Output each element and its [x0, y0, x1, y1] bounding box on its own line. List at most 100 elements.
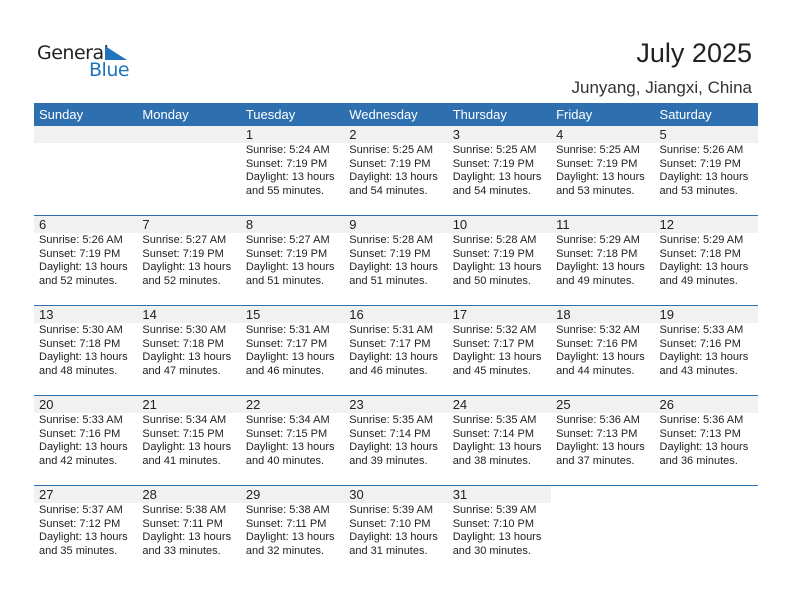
daylight-minutes: and 36 minutes.: [659, 454, 738, 467]
day-info: Sunrise: 5:24 AM Sunset: 7:19 PM Dayligh…: [241, 144, 344, 198]
day-cell: 28 Sunrise: 5:38 AM Sunset: 7:11 PM Dayl…: [137, 486, 241, 575]
day-cell: 26 Sunrise: 5:36 AM Sunset: 7:13 PM Dayl…: [654, 396, 758, 485]
sunset: Sunset: 7:17 PM: [349, 337, 431, 350]
sunrise: Sunrise: 5:31 AM: [245, 324, 330, 336]
sunrise: Sunrise: 5:39 AM: [349, 504, 434, 516]
weekday-friday: Friday: [556, 107, 593, 122]
day-cell: 2 Sunrise: 5:25 AM Sunset: 7:19 PM Dayli…: [344, 126, 448, 215]
day-number: 12: [654, 216, 758, 233]
logo-triangle-icon: [105, 46, 127, 60]
daylight-minutes: and 35 minutes.: [39, 544, 118, 557]
sunset: Sunset: 7:17 PM: [245, 337, 328, 350]
day-number: 14: [137, 306, 241, 323]
sunset: Sunset: 7:18 PM: [556, 247, 638, 260]
day-number: 8: [240, 216, 345, 233]
sunset: Sunset: 7:19 PM: [349, 247, 431, 260]
day-number: 6: [34, 216, 138, 233]
day-number: 30: [344, 486, 448, 503]
daylight: Daylight: 13 hours: [349, 441, 438, 454]
day-info: Sunrise: 5:29 AM Sunset: 7:18 PM Dayligh…: [551, 234, 654, 288]
daylight-minutes: and 43 minutes.: [659, 364, 738, 377]
daylight: Daylight: 13 hours: [452, 171, 542, 184]
day-number: 15: [240, 306, 345, 323]
day-info: Sunrise: 5:25 AM Sunset: 7:19 PM Dayligh…: [448, 144, 551, 198]
daylight-minutes: and 46 minutes.: [349, 364, 428, 377]
day-number: 20: [34, 396, 138, 413]
sunrise: Sunrise: 5:26 AM: [39, 234, 123, 246]
empty-cell: [655, 486, 758, 575]
empty-date-band: [137, 126, 241, 143]
day-cell: 30 Sunrise: 5:39 AM Sunset: 7:10 PM Dayl…: [344, 486, 448, 575]
sunrise: Sunrise: 5:25 AM: [556, 144, 640, 156]
week-row: 27 Sunrise: 5:37 AM Sunset: 7:12 PM Dayl…: [34, 485, 758, 575]
day-info: Sunrise: 5:35 AM Sunset: 7:14 PM Dayligh…: [448, 414, 551, 468]
daylight-minutes: and 41 minutes.: [142, 454, 221, 467]
day-cell: 24 Sunrise: 5:35 AM Sunset: 7:14 PM Dayl…: [447, 396, 552, 485]
day-info: Sunrise: 5:26 AM Sunset: 7:19 PM Dayligh…: [34, 234, 137, 288]
daylight-minutes: and 40 minutes.: [245, 454, 325, 467]
day-cell: 27 Sunrise: 5:37 AM Sunset: 7:12 PM Dayl…: [34, 486, 138, 575]
day-info: Sunrise: 5:25 AM Sunset: 7:19 PM Dayligh…: [344, 144, 447, 198]
daylight-minutes: and 49 minutes.: [659, 274, 738, 287]
day-number: 13: [34, 306, 138, 323]
daylight-minutes: and 45 minutes.: [452, 364, 531, 377]
daylight-minutes: and 54 minutes.: [452, 184, 531, 197]
daylight-minutes: and 39 minutes.: [349, 454, 428, 467]
sunrise: Sunrise: 5:39 AM: [452, 504, 537, 516]
sunset: Sunset: 7:14 PM: [452, 427, 535, 440]
day-number: 23: [344, 396, 448, 413]
sunset: Sunset: 7:17 PM: [452, 337, 535, 350]
day-number: 29: [240, 486, 345, 503]
day-info: Sunrise: 5:32 AM Sunset: 7:17 PM Dayligh…: [448, 324, 551, 378]
day-info: Sunrise: 5:39 AM Sunset: 7:10 PM Dayligh…: [448, 504, 551, 558]
sunrise: Sunrise: 5:27 AM: [142, 234, 227, 246]
day-number: 18: [551, 306, 655, 323]
daylight-minutes: and 46 minutes.: [245, 364, 325, 377]
sunrise: Sunrise: 5:29 AM: [556, 234, 640, 246]
day-cell: 29 Sunrise: 5:38 AM Sunset: 7:11 PM Dayl…: [240, 486, 345, 575]
day-cell: 1 Sunrise: 5:24 AM Sunset: 7:19 PM Dayli…: [240, 126, 345, 215]
sunrise: Sunrise: 5:31 AM: [349, 324, 434, 336]
sunset: Sunset: 7:19 PM: [659, 157, 741, 170]
day-cell: 21 Sunrise: 5:34 AM Sunset: 7:15 PM Dayl…: [137, 396, 241, 485]
day-cell: 14 Sunrise: 5:30 AM Sunset: 7:18 PM Dayl…: [137, 306, 241, 395]
day-cell: 15 Sunrise: 5:31 AM Sunset: 7:17 PM Dayl…: [240, 306, 345, 395]
daylight-minutes: and 42 minutes.: [39, 454, 118, 467]
sunrise: Sunrise: 5:36 AM: [659, 414, 744, 426]
daylight: Daylight: 13 hours: [452, 441, 542, 454]
sunset: Sunset: 7:12 PM: [39, 517, 121, 530]
daylight-minutes: and 51 minutes.: [245, 274, 325, 287]
sunset: Sunset: 7:15 PM: [142, 427, 224, 440]
day-cell: 25 Sunrise: 5:36 AM Sunset: 7:13 PM Dayl…: [551, 396, 655, 485]
daylight: Daylight: 13 hours: [142, 261, 232, 274]
day-info: Sunrise: 5:30 AM Sunset: 7:18 PM Dayligh…: [137, 324, 240, 378]
day-info: Sunrise: 5:31 AM Sunset: 7:17 PM Dayligh…: [344, 324, 447, 378]
daylight-minutes: and 53 minutes.: [556, 184, 635, 197]
sunrise: Sunrise: 5:27 AM: [245, 234, 330, 246]
day-cell: 8 Sunrise: 5:27 AM Sunset: 7:19 PM Dayli…: [240, 216, 345, 305]
day-cell: 17 Sunrise: 5:32 AM Sunset: 7:17 PM Dayl…: [447, 306, 552, 395]
daylight: Daylight: 13 hours: [245, 351, 335, 364]
sunrise: Sunrise: 5:36 AM: [556, 414, 640, 426]
daylight-minutes: and 52 minutes.: [142, 274, 221, 287]
sunrise: Sunrise: 5:29 AM: [659, 234, 744, 246]
sunrise: Sunrise: 5:38 AM: [142, 504, 227, 516]
daylight: Daylight: 13 hours: [349, 171, 438, 184]
day-number: 5: [654, 126, 758, 143]
daylight: Daylight: 13 hours: [556, 261, 645, 274]
day-info: Sunrise: 5:28 AM Sunset: 7:19 PM Dayligh…: [448, 234, 551, 288]
sunset: Sunset: 7:16 PM: [556, 337, 638, 350]
day-info: Sunrise: 5:32 AM Sunset: 7:16 PM Dayligh…: [551, 324, 654, 378]
day-cell: 11 Sunrise: 5:29 AM Sunset: 7:18 PM Dayl…: [551, 216, 655, 305]
sunrise: Sunrise: 5:32 AM: [556, 324, 640, 336]
weekday-sunday: Sunday: [39, 107, 84, 122]
sunrise: Sunrise: 5:26 AM: [659, 144, 744, 156]
sunrise: Sunrise: 5:33 AM: [659, 324, 744, 336]
daylight: Daylight: 13 hours: [452, 531, 542, 544]
daylight-minutes: and 32 minutes.: [245, 544, 325, 557]
day-info: Sunrise: 5:35 AM Sunset: 7:14 PM Dayligh…: [344, 414, 447, 468]
daylight: Daylight: 13 hours: [142, 351, 232, 364]
sunset: Sunset: 7:14 PM: [349, 427, 431, 440]
daylight-minutes: and 48 minutes.: [39, 364, 118, 377]
day-number: 24: [447, 396, 552, 413]
